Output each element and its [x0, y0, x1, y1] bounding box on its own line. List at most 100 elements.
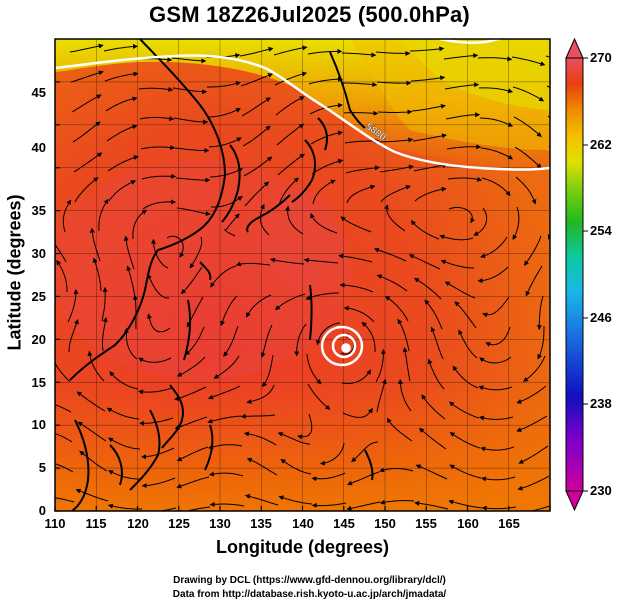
colorbar-tick-label: 230 [590, 483, 612, 498]
streamline [346, 184, 376, 204]
streamline [537, 326, 545, 360]
colorbar [565, 37, 588, 512]
streamline [208, 385, 241, 400]
streamline [246, 384, 275, 404]
streamline [478, 415, 514, 421]
streamline [444, 82, 480, 90]
streamline [243, 431, 277, 446]
streamline [512, 86, 545, 102]
streamline [517, 475, 550, 491]
streamline [424, 299, 443, 330]
streamline [71, 94, 102, 113]
streamline [347, 471, 380, 486]
streamline [108, 180, 137, 202]
x-tick-label: 110 [44, 516, 66, 531]
streamline [308, 76, 343, 85]
streamline [172, 87, 208, 95]
streamline [142, 199, 177, 210]
credit-data: Data from http://database.rish.kyoto-u.a… [172, 589, 447, 600]
streamline [479, 117, 514, 127]
streamline [101, 286, 108, 322]
streamline [380, 185, 411, 203]
streamline [176, 207, 211, 216]
streamline [139, 417, 174, 426]
streamline [448, 206, 476, 224]
streamline [166, 235, 185, 258]
colorbar-tick-label: 270 [590, 50, 612, 65]
streamline [243, 156, 273, 177]
streamline [147, 313, 171, 333]
streamline [444, 281, 476, 299]
streamline [379, 499, 415, 505]
streamline [384, 204, 406, 232]
streamline [518, 445, 549, 464]
streamline [176, 356, 206, 377]
streamline [343, 82, 378, 88]
streamline [208, 137, 242, 148]
streamline [223, 213, 240, 237]
streamline [311, 502, 347, 508]
streamline [223, 325, 239, 357]
streamline [239, 46, 274, 57]
streamline [516, 385, 547, 404]
streamline [107, 155, 139, 172]
streamline [409, 46, 445, 52]
streamline [446, 144, 482, 150]
streamline [140, 145, 176, 151]
streamline [342, 407, 373, 418]
streamline [482, 296, 510, 318]
streamline [397, 378, 412, 412]
streamline [87, 350, 105, 382]
streamline [150, 238, 169, 269]
streamline [447, 176, 483, 182]
streamline [244, 181, 270, 207]
y-tick-label: 25 [31, 289, 46, 304]
streamline [123, 235, 135, 270]
streamline [210, 265, 237, 288]
streamline [319, 442, 345, 466]
streamline [285, 205, 304, 235]
streamline [427, 358, 445, 390]
streamline [418, 427, 447, 450]
y-tick-label: 15 [31, 375, 46, 390]
streamline [415, 464, 448, 480]
streamline [208, 471, 244, 477]
x-tick-label: 125 [168, 516, 190, 531]
streamline [346, 501, 381, 511]
streamline [106, 407, 140, 420]
streamline [512, 206, 520, 241]
streamline [79, 450, 108, 472]
streamline [176, 506, 211, 511]
streamline [141, 173, 177, 180]
x-tick-label: 115 [85, 516, 107, 531]
streamline [171, 57, 207, 64]
streamline [305, 292, 339, 300]
streamline [481, 177, 511, 197]
streamline [412, 133, 447, 142]
streamline [62, 199, 72, 233]
streamline [421, 394, 446, 420]
y-tick-label: 45 [31, 85, 46, 100]
axis-ticks [54, 81, 551, 512]
streamline [189, 236, 203, 269]
streamline [73, 152, 103, 173]
y-tick-label: 5 [38, 460, 46, 475]
streamline [344, 138, 380, 144]
streamline [92, 257, 102, 292]
streamline [89, 227, 101, 262]
streamline [343, 110, 379, 116]
streamline [294, 323, 307, 357]
streamline [414, 277, 442, 300]
streamline [56, 259, 68, 292]
streamline [174, 147, 210, 154]
x-tick-label: 155 [415, 516, 437, 531]
streamline [235, 261, 271, 267]
streamline [340, 216, 372, 233]
streamline [515, 176, 537, 205]
streamline [448, 499, 483, 509]
streamline [310, 212, 338, 234]
streamline [176, 476, 210, 489]
streamline [514, 146, 542, 169]
streamline [523, 355, 546, 382]
streamline [240, 413, 276, 419]
